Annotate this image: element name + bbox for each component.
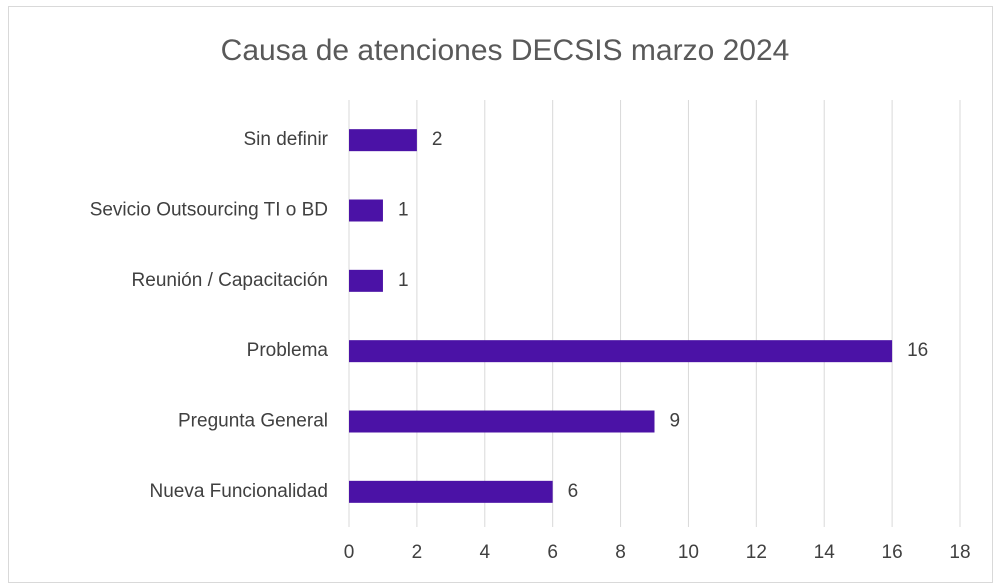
bar xyxy=(349,199,383,222)
y-tick-label: Reunión / Capacitación xyxy=(132,270,328,291)
x-tick-label: 14 xyxy=(814,542,836,563)
y-tick-label: Sevicio Outsourcing TI o BD xyxy=(90,200,328,221)
data-label: 1 xyxy=(398,200,409,221)
x-tick-label: 8 xyxy=(615,542,626,563)
data-label: 9 xyxy=(670,411,681,432)
bar xyxy=(349,340,893,363)
bar xyxy=(349,480,553,503)
x-tick-label: 0 xyxy=(344,542,355,563)
y-tick-label: Pregunta General xyxy=(178,411,328,432)
data-label: 6 xyxy=(568,481,579,502)
y-tick-label: Nueva Funcionalidad xyxy=(149,481,328,502)
data-label: 16 xyxy=(907,340,928,361)
data-label: 2 xyxy=(432,129,443,150)
x-tick-label: 16 xyxy=(882,542,903,563)
x-tick-label: 18 xyxy=(949,542,970,563)
chart-title: Causa de atenciones DECSIS marzo 2024 xyxy=(221,34,790,67)
bar xyxy=(349,269,383,292)
x-tick-label: 6 xyxy=(547,542,558,563)
y-tick-label: Problema xyxy=(247,340,329,361)
data-label: 1 xyxy=(398,270,409,291)
x-tick-label: 10 xyxy=(678,542,699,563)
bar xyxy=(349,410,655,433)
bar xyxy=(349,129,417,152)
y-tick-label: Sin definir xyxy=(244,129,329,150)
x-tick-label: 2 xyxy=(412,542,423,563)
x-tick-label: 4 xyxy=(479,542,490,563)
x-tick-label: 12 xyxy=(746,542,767,563)
